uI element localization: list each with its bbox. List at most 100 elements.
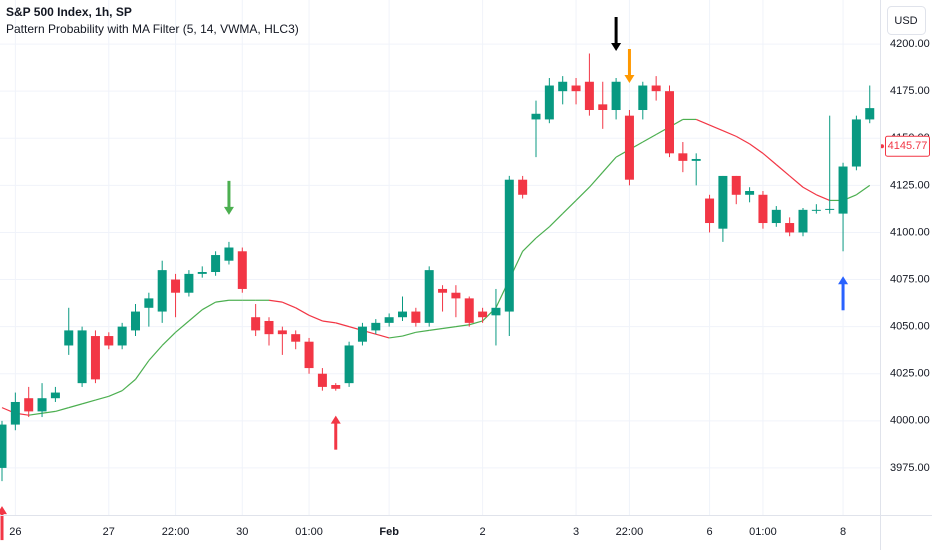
ma-segment — [749, 143, 764, 154]
candle-body — [544, 85, 554, 120]
candle-body — [531, 113, 541, 120]
signal-arrow — [0, 506, 7, 541]
ma-segment — [188, 309, 203, 322]
signal-arrow — [223, 180, 234, 215]
candle-body — [785, 223, 795, 233]
ma-segment — [215, 299, 230, 303]
candle-body — [344, 345, 354, 384]
candle-body — [398, 311, 407, 318]
candle-body — [24, 398, 34, 412]
ma-segment — [575, 186, 590, 201]
y-tick-label: 4175.00 — [890, 85, 930, 97]
ma-segment — [81, 399, 96, 405]
candle-body — [584, 81, 594, 111]
candle-body — [0, 424, 7, 468]
ma-segment — [415, 329, 430, 333]
indicator-name: Pattern Probability with MA Filter (5, 1… — [6, 22, 299, 36]
candle-body — [464, 298, 474, 323]
candle-body — [77, 330, 87, 384]
candle-body — [291, 334, 301, 342]
x-tick-label: 26 — [9, 526, 21, 538]
x-tick-label: 8 — [840, 526, 846, 538]
x-tick-label: 22:00 — [162, 526, 190, 538]
ma-segment — [535, 226, 550, 239]
candle-body — [665, 91, 674, 154]
ma-segment — [442, 326, 456, 330]
candle-body — [825, 208, 835, 210]
ma-segment — [548, 213, 564, 228]
ma-segment — [455, 324, 470, 328]
candle-body — [624, 115, 634, 180]
candle-body — [384, 317, 394, 323]
ma-segment — [108, 390, 123, 397]
candle-body — [638, 85, 648, 111]
signal-arrow — [611, 16, 622, 51]
candle-body — [571, 85, 581, 92]
currency-button[interactable] — [887, 6, 926, 35]
candle-body — [64, 330, 74, 346]
ma-segment — [802, 186, 817, 196]
candle-body — [37, 398, 47, 412]
ma-segment — [121, 378, 136, 392]
ma-segment — [295, 307, 310, 316]
candle-body — [851, 119, 861, 167]
ma-segment — [522, 237, 537, 252]
ma-segment — [201, 301, 216, 311]
ma-segment — [816, 194, 830, 201]
ma-segment — [389, 335, 403, 339]
currency-label[interactable]: USD — [894, 15, 917, 27]
ma-segment — [375, 333, 390, 339]
ma-segment — [175, 320, 190, 333]
candle-body — [718, 175, 728, 229]
ma-segment — [642, 133, 657, 143]
candle-body — [331, 385, 341, 389]
x-tick-label: 01:00 — [295, 526, 323, 538]
y-tick-label: 4025.00 — [890, 368, 930, 380]
candle-body — [304, 341, 314, 369]
signal-arrow — [330, 415, 341, 450]
signal-head — [624, 75, 635, 84]
candle-body — [50, 392, 60, 399]
ma-segment — [41, 410, 56, 414]
candle-body — [558, 81, 568, 92]
candle-body — [264, 320, 274, 335]
y-tick-label: 3975.00 — [890, 462, 930, 474]
ma-segment — [402, 331, 417, 337]
candle-body — [865, 108, 875, 120]
ma-segment — [722, 130, 737, 137]
candle-body — [504, 179, 514, 312]
candle-body — [171, 279, 181, 293]
ma-segment — [695, 118, 710, 126]
ma-segment — [55, 407, 69, 412]
ma-segment — [762, 152, 777, 166]
ma-segment — [735, 135, 750, 145]
candle-body — [518, 179, 528, 195]
candle-layer — [0, 16, 875, 541]
candle-body — [771, 209, 781, 224]
y-tick-label: 4125.00 — [890, 179, 930, 191]
candle-body — [651, 85, 661, 92]
candle-body — [798, 209, 808, 233]
signal-arrow — [624, 49, 635, 84]
candle-body — [144, 298, 154, 308]
candle-body — [491, 307, 501, 316]
x-tick-label: 2 — [480, 526, 486, 538]
candle-body — [611, 81, 621, 111]
x-tick-label: 27 — [103, 526, 115, 538]
candle-body — [251, 317, 261, 331]
ma-segment — [562, 199, 577, 215]
x-tick-label: 3 — [573, 526, 579, 538]
ma-segment — [602, 156, 617, 173]
candle-body — [438, 288, 448, 293]
candle-body — [277, 330, 287, 335]
ma-segment — [148, 345, 163, 361]
ma-segment — [469, 320, 483, 326]
ma-segment — [588, 171, 604, 188]
ma-segment — [68, 403, 83, 409]
candle-body — [90, 336, 100, 380]
x-tick-label: Feb — [379, 526, 399, 538]
y-tick-label: 4200.00 — [890, 38, 930, 50]
signal-head — [838, 276, 849, 285]
candle-body — [131, 311, 140, 331]
